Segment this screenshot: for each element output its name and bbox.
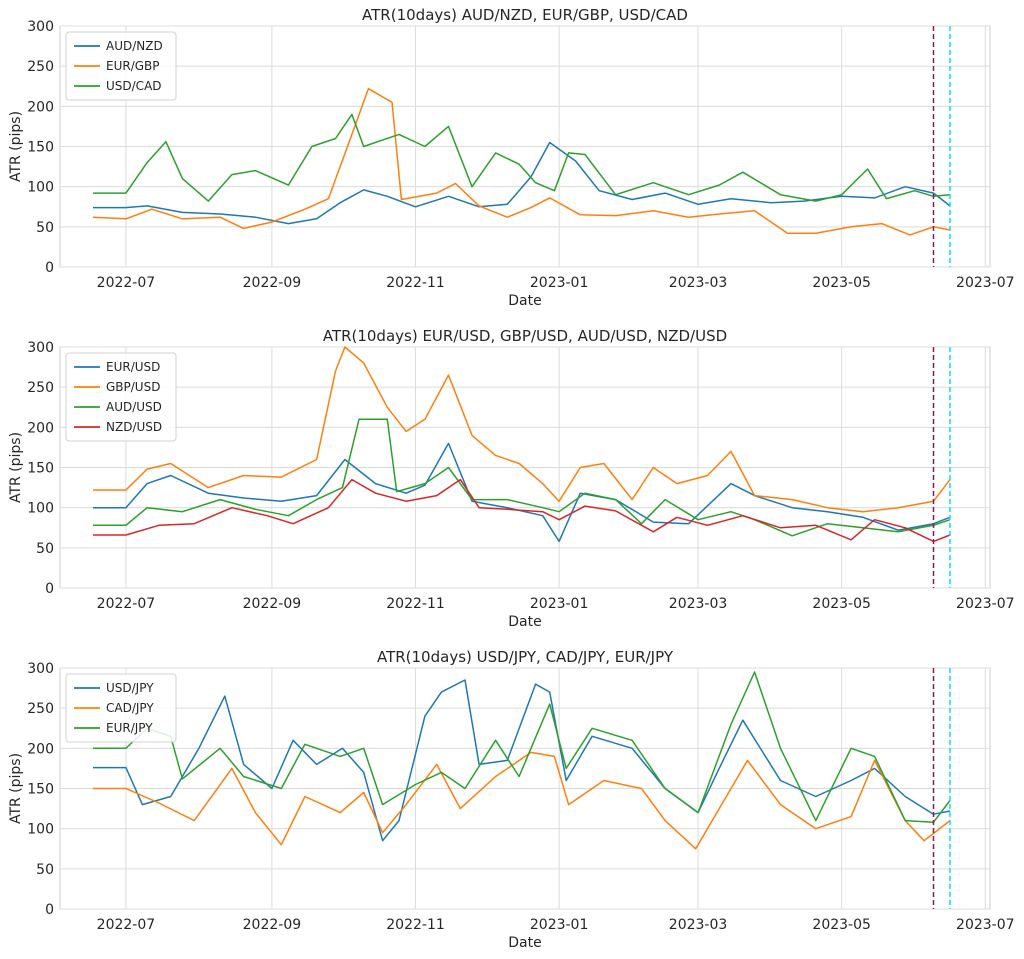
legend: USD/JPY CAD/JPY EUR/JPY [65, 673, 177, 743]
legend-box [65, 31, 177, 101]
x-tick-label: 2022-07 [97, 917, 156, 933]
y-tick-label: 150 [27, 140, 54, 156]
x-tick-label: 2023-05 [812, 275, 871, 291]
x-tick-label: 2022-11 [386, 596, 445, 612]
y-tick-label: 50 [36, 862, 54, 878]
x-tick-label: 2023-05 [812, 596, 871, 612]
x-tick-label: 2023-05 [812, 917, 871, 933]
series-line-eur-usd [93, 442, 951, 543]
x-tick-label: 2023-01 [530, 275, 589, 291]
y-tick-label: 200 [27, 99, 54, 115]
x-tick-label: 2023-01 [530, 917, 589, 933]
legend-entry: NZD/USD [106, 420, 162, 434]
chart-panel-3: 0 50 100 150 200 250 300 2022-07 2022-09 2022-11 2… [8, 648, 1015, 951]
series-line-usd-jpy [93, 679, 951, 842]
y-tick-label: 50 [36, 541, 54, 557]
y-tick-label: 100 [27, 180, 54, 196]
legend-entry: AUD/USD [106, 400, 162, 414]
chart-title: ATR(10days) USD/JPY, CAD/JPY, EUR/JPY [377, 648, 674, 666]
y-tick-label: 200 [27, 420, 54, 436]
legend-box [65, 352, 177, 442]
y-tick-label: 300 [27, 19, 54, 35]
series-line-cad-jpy [93, 751, 951, 850]
y-axis-label: ATR (pips) [8, 753, 24, 824]
legend-entry: EUR/JPY [106, 721, 153, 735]
y-tick-label: 100 [27, 501, 54, 517]
x-tick-label: 2023-03 [669, 596, 728, 612]
y-tick-label: 250 [27, 59, 54, 75]
series-line-nzd-usd [93, 478, 951, 543]
legend: AUD/NZD EUR/GBP USD/CAD [65, 31, 177, 101]
legend: EUR/USD GBP/USD AUD/USD NZD/USD [65, 352, 177, 442]
x-tick-label: 2023-01 [530, 596, 589, 612]
x-tick-label: 2022-09 [243, 917, 302, 933]
y-tick-label: 150 [27, 782, 54, 798]
y-tick-label: 250 [27, 380, 54, 396]
chart-panel-2: 0 50 100 150 200 250 300 2022-07 2022-09 2022-11 2… [8, 327, 1015, 630]
legend-entry: USD/CAD [106, 79, 162, 93]
y-tick-label: 250 [27, 701, 54, 717]
x-tick-label: 2023-03 [669, 275, 728, 291]
series-line-aud-usd [93, 418, 951, 537]
legend-entry: EUR/GBP [106, 59, 160, 73]
y-tick-label: 0 [45, 260, 54, 276]
chart-panel-1: 0 50 100 150 200 250 300 2022-07 2022-09 2022-11 2… [8, 6, 1015, 309]
chart-title: ATR(10days) AUD/NZD, EUR/GBP, USD/CAD [362, 6, 688, 24]
y-axis-label: ATR (pips) [8, 432, 24, 503]
y-tick-label: 0 [45, 581, 54, 597]
legend-entry: GBP/USD [106, 380, 160, 394]
x-tick-label: 2022-07 [97, 275, 156, 291]
y-tick-label: 300 [27, 661, 54, 677]
series-line-usd-cad [93, 113, 951, 202]
x-tick-label: 2022-11 [386, 275, 445, 291]
x-tick-label: 2023-03 [669, 917, 728, 933]
y-tick-label: 150 [27, 461, 54, 477]
y-tick-label: 200 [27, 741, 54, 757]
legend-entry: AUD/NZD [106, 39, 163, 53]
series-line-gbp-usd [93, 346, 951, 513]
y-axis-label: ATR (pips) [8, 111, 24, 182]
legend-box [65, 673, 177, 743]
x-tick-label: 2023-07 [956, 275, 1015, 291]
legend-entry: EUR/USD [106, 360, 160, 374]
x-tick-label: 2022-07 [97, 596, 156, 612]
x-tick-label: 2023-07 [956, 917, 1015, 933]
legend-entry: CAD/JPY [106, 701, 154, 715]
y-tick-label: 300 [27, 340, 54, 356]
x-tick-label: 2023-07 [956, 596, 1015, 612]
x-tick-label: 2022-09 [243, 275, 302, 291]
y-tick-label: 0 [45, 902, 54, 918]
series-line-eur-jpy [93, 671, 951, 823]
x-axis-label: Date [508, 935, 541, 951]
x-tick-label: 2022-11 [386, 917, 445, 933]
y-tick-label: 50 [36, 220, 54, 236]
y-tick-label: 100 [27, 822, 54, 838]
x-axis-label: Date [508, 614, 541, 630]
legend-entry: USD/JPY [106, 681, 154, 695]
x-tick-label: 2022-09 [243, 596, 302, 612]
series-line-eur-gbp [92, 87, 951, 236]
chart-title: ATR(10days) EUR/USD, GBP/USD, AUD/USD, N… [323, 327, 727, 345]
x-axis-label: Date [508, 293, 541, 309]
